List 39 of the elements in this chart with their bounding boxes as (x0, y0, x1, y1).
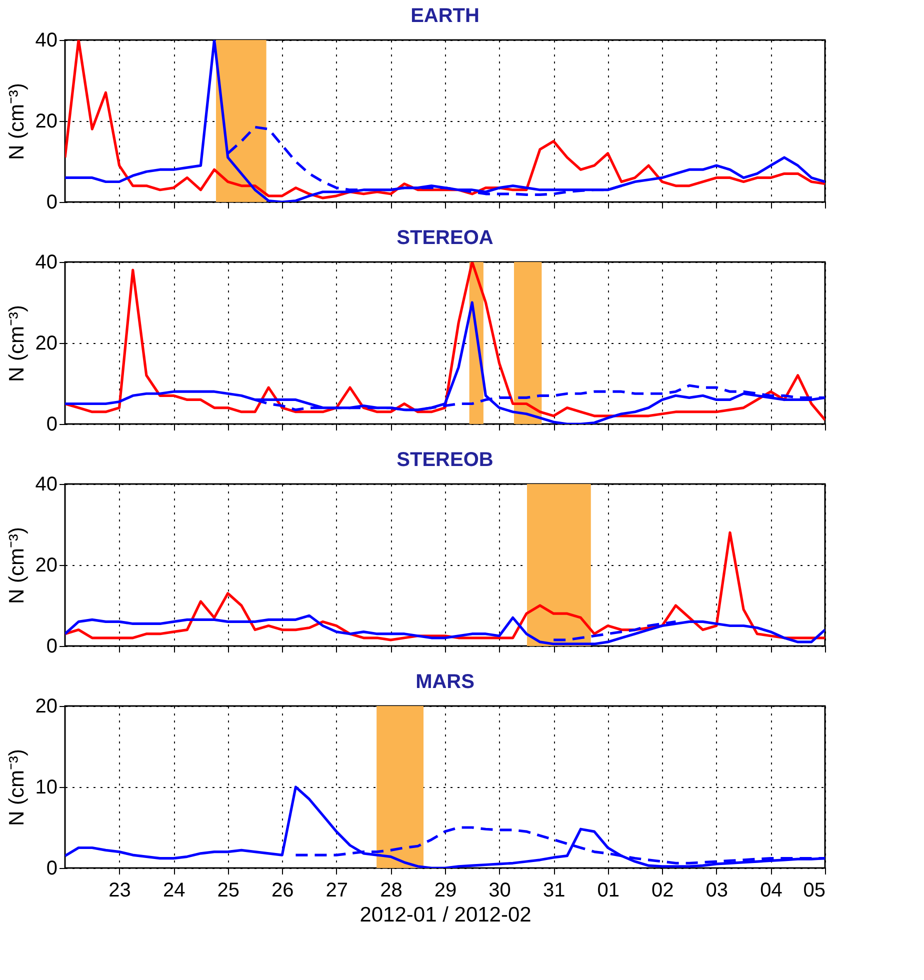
x-tick-label: 03 (706, 880, 728, 902)
y-tick-label: 40 (35, 252, 58, 274)
x-tick-label: 23 (108, 880, 131, 902)
chart-title: STEREOA (396, 227, 494, 249)
y-tick-label: 40 (35, 30, 58, 52)
x-tick-label: 26 (272, 880, 294, 902)
line-series (226, 126, 623, 196)
x-tick-label: 05 (803, 880, 826, 902)
y-axis-title: N (cm⁻³) (5, 83, 28, 160)
y-tick-label: 20 (35, 696, 58, 718)
line-series (65, 531, 825, 642)
line-series (552, 620, 678, 642)
x-tick-label: 24 (162, 880, 186, 902)
y-tick-label: 0 (46, 192, 58, 214)
x-axis-title: 2012-01 / 2012-02 (360, 904, 532, 926)
x-tick-label: 01 (597, 880, 620, 902)
y-tick-label: 0 (46, 858, 58, 880)
x-tick-label: 02 (652, 880, 674, 902)
y-tick-label: 0 (46, 414, 58, 436)
y-tick-label: 20 (35, 110, 58, 132)
chart-title: STEREOB (396, 449, 494, 471)
x-tick-label: 30 (488, 880, 511, 902)
y-tick-label: 20 (35, 554, 58, 576)
x-tick-label: 25 (217, 880, 240, 902)
y-axis-title: N (cm⁻³) (5, 749, 28, 826)
x-tick-label: 31 (542, 880, 566, 902)
line-series (65, 262, 825, 422)
y-tick-label: 40 (35, 474, 58, 496)
x-tick-label: 04 (760, 880, 782, 902)
x-tick-label: 28 (380, 880, 402, 902)
y-axis-title: N (cm⁻³) (5, 527, 28, 604)
y-tick-label: 0 (46, 636, 58, 658)
x-tick-label: 27 (326, 880, 348, 902)
chart-title: EARTH (410, 5, 480, 27)
y-tick-label: 20 (35, 332, 58, 354)
x-tick-label: 29 (434, 880, 457, 902)
y-tick-label: 10 (35, 776, 58, 798)
y-axis-title: N (cm⁻³) (5, 305, 28, 382)
chart-title: MARS (416, 671, 474, 693)
